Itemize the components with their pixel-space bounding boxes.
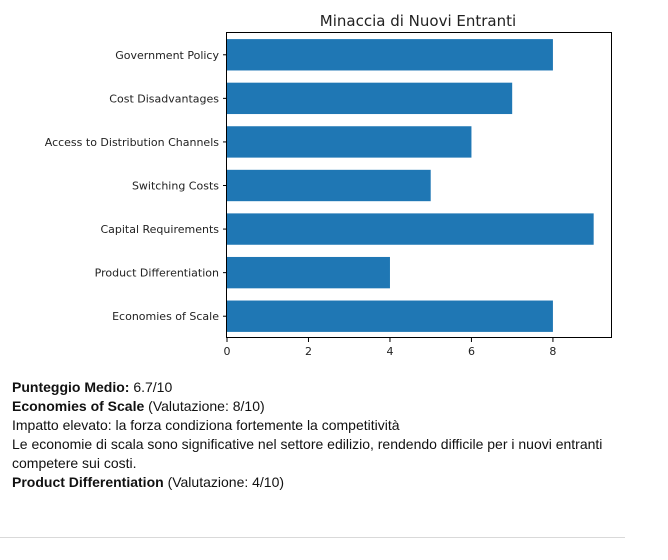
factor-heading: Product Differentiation (Valutazione: 4/… bbox=[12, 473, 652, 492]
bars-group bbox=[227, 39, 594, 332]
bar bbox=[227, 300, 553, 332]
factor-name: Economies of Scale bbox=[12, 398, 145, 414]
plot-frame bbox=[226, 32, 612, 338]
x-tick-label: 4 bbox=[386, 345, 393, 358]
divider bbox=[0, 537, 625, 538]
bar bbox=[227, 82, 513, 115]
bar bbox=[227, 39, 553, 71]
x-axis-ticks: 0 2 4 6 8 bbox=[224, 338, 556, 358]
bar bbox=[227, 256, 390, 289]
bar bbox=[227, 169, 431, 202]
bar-chart: Minaccia di Nuovi Entranti Government Po… bbox=[45, 12, 612, 358]
y-tick-label: Capital Requirements bbox=[100, 223, 219, 236]
x-tick-label: 8 bbox=[549, 345, 556, 358]
bar bbox=[227, 213, 594, 245]
x-tick-label: 6 bbox=[468, 345, 475, 358]
x-tick-label: 2 bbox=[305, 345, 312, 358]
y-tick-label: Cost Disadvantages bbox=[109, 92, 219, 105]
factor-name: Product Differentiation bbox=[12, 474, 164, 490]
y-tick-label: Government Policy bbox=[115, 49, 219, 62]
factor-rating: (Valutazione: 4/10) bbox=[167, 474, 285, 490]
average-score-value: 6.7/10 bbox=[133, 379, 173, 395]
average-score-label: Punteggio Medio: bbox=[12, 379, 130, 395]
report-section: Punteggio Medio: 6.7/10 Economies of Sca… bbox=[12, 378, 652, 492]
bar bbox=[227, 126, 472, 158]
y-axis-ticks: Government Policy Cost Disadvantages Acces… bbox=[45, 49, 227, 323]
y-tick-label: Access to Distribution Channels bbox=[45, 136, 220, 149]
y-tick-label: Product Differentiation bbox=[95, 267, 219, 280]
factor-impact: Impatto elevato: la forza condiziona for… bbox=[12, 417, 400, 433]
factor-description: Le economie di scala sono significative … bbox=[12, 436, 603, 471]
chart-title: Minaccia di Nuovi Entranti bbox=[320, 12, 516, 30]
y-tick-label: Switching Costs bbox=[132, 180, 219, 193]
factor-rating: (Valutazione: 8/10) bbox=[148, 398, 265, 414]
average-score-line: Punteggio Medio: 6.7/10 bbox=[12, 378, 652, 397]
y-tick-label: Economies of Scale bbox=[112, 310, 219, 323]
factor-heading: Economies of Scale (Valutazione: 8/10) bbox=[12, 397, 652, 416]
x-tick-label: 0 bbox=[224, 345, 231, 358]
